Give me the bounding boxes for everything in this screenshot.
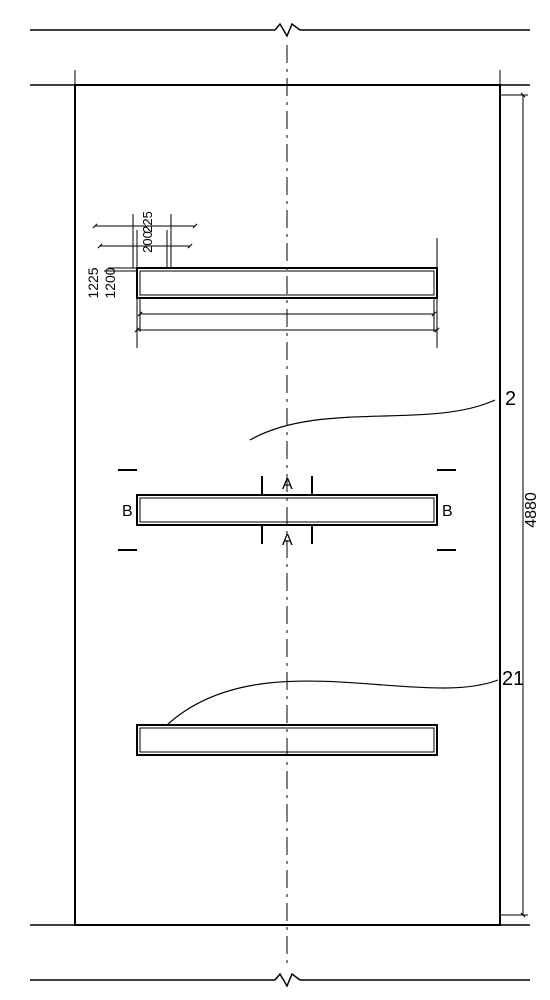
dim-200-label: 200 bbox=[140, 231, 155, 253]
dim-1200-simple: 1200 bbox=[102, 267, 434, 332]
dim-1200-left bbox=[95, 150, 437, 415]
section-a-label: A bbox=[282, 532, 293, 549]
callout-21-label: 21 bbox=[502, 668, 524, 690]
bottom-beam bbox=[30, 925, 530, 986]
dim-1200 bbox=[108, 248, 437, 298]
section-a-label: A bbox=[282, 476, 293, 493]
engineering-drawing: A A B B 2 21 4880 bbox=[0, 0, 550, 1000]
section-b-label: B bbox=[442, 503, 453, 520]
dim-1200-final bbox=[105, 140, 437, 430]
dim-1200-v bbox=[112, 268, 437, 298]
dim-1200-label: 1200 bbox=[102, 267, 118, 298]
callout-2: 2 bbox=[250, 388, 516, 440]
top-beam bbox=[30, 24, 530, 85]
dim-200: 200 bbox=[100, 230, 190, 268]
drawing-svg: A A B B 2 21 4880 bbox=[0, 0, 550, 1000]
callout-2-label: 2 bbox=[505, 388, 516, 410]
section-b-label: B bbox=[122, 503, 133, 520]
dim-225-label: 225 bbox=[140, 211, 155, 233]
dim-1225-label: 1225 bbox=[85, 267, 101, 298]
dim-4880: 4880 bbox=[75, 70, 540, 915]
callout-21: 21 bbox=[167, 668, 524, 725]
dim-4880-label: 4880 bbox=[523, 492, 540, 528]
